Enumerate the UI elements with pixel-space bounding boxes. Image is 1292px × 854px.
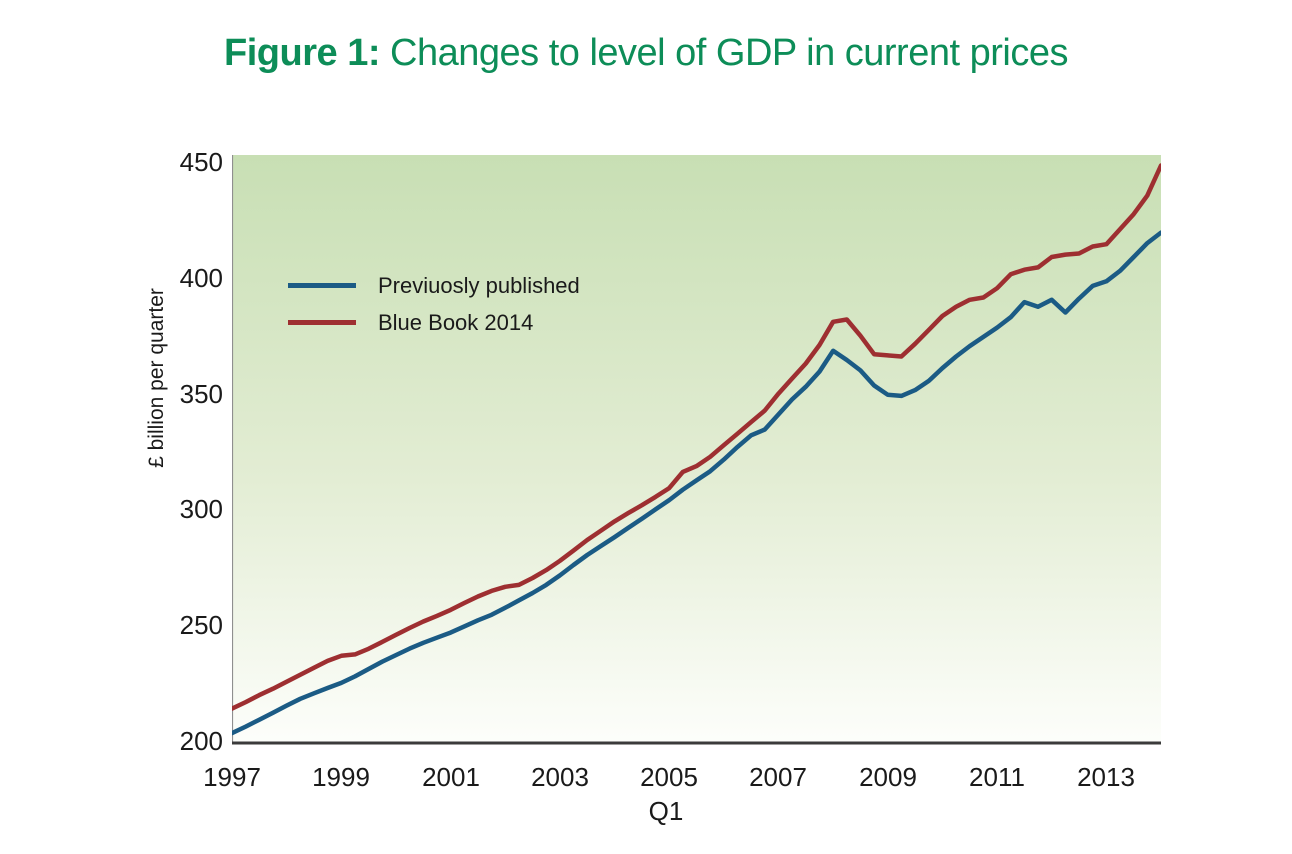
y-tick-label: 450 xyxy=(179,147,223,177)
x-axis-sub-label: Q1 xyxy=(648,796,684,826)
y-tick-label: 350 xyxy=(179,379,223,409)
legend: Previuosly published Blue Book 2014 xyxy=(288,270,580,344)
x-tick-label: 2001 xyxy=(422,762,480,792)
y-tick-label: 250 xyxy=(179,610,223,640)
chart-svg xyxy=(232,155,1161,745)
figure-title-prefix: Figure 1: xyxy=(224,32,380,74)
x-tick-label: 2011 xyxy=(969,762,1025,792)
y-tick-label: 200 xyxy=(179,726,223,756)
x-tick-label: 2003 xyxy=(531,762,589,792)
legend-label-previously-published: Previuosly published xyxy=(378,272,580,298)
figure-title: Figure 1: Changes to level of GDP in cur… xyxy=(0,32,1292,75)
x-tick-label: 2007 xyxy=(749,762,807,792)
series-previously-published-line xyxy=(232,230,1161,736)
plot-background xyxy=(232,155,1161,745)
y-tick-label: 300 xyxy=(179,494,223,524)
legend-swatch-blue-book-2014 xyxy=(288,320,356,325)
y-tick-label: 400 xyxy=(179,263,223,293)
series-blue-book-2014-line xyxy=(232,163,1161,711)
x-tick-label: 2013 xyxy=(1077,762,1135,792)
x-tick-label: 1999 xyxy=(312,762,370,792)
x-tick-label: 2005 xyxy=(640,762,698,792)
x-tick-label: 1997 xyxy=(203,762,261,792)
legend-item-previously-published: Previuosly published xyxy=(288,270,580,301)
x-tick-label: 2009 xyxy=(859,762,917,792)
legend-item-blue-book-2014: Blue Book 2014 xyxy=(288,307,580,338)
chart-area: Previuosly published Blue Book 2014 xyxy=(232,155,1161,745)
figure-title-text: Changes to level of GDP in current price… xyxy=(379,32,1068,74)
legend-swatch-previously-published xyxy=(288,283,356,288)
legend-label-blue-book-2014: Blue Book 2014 xyxy=(378,309,534,335)
